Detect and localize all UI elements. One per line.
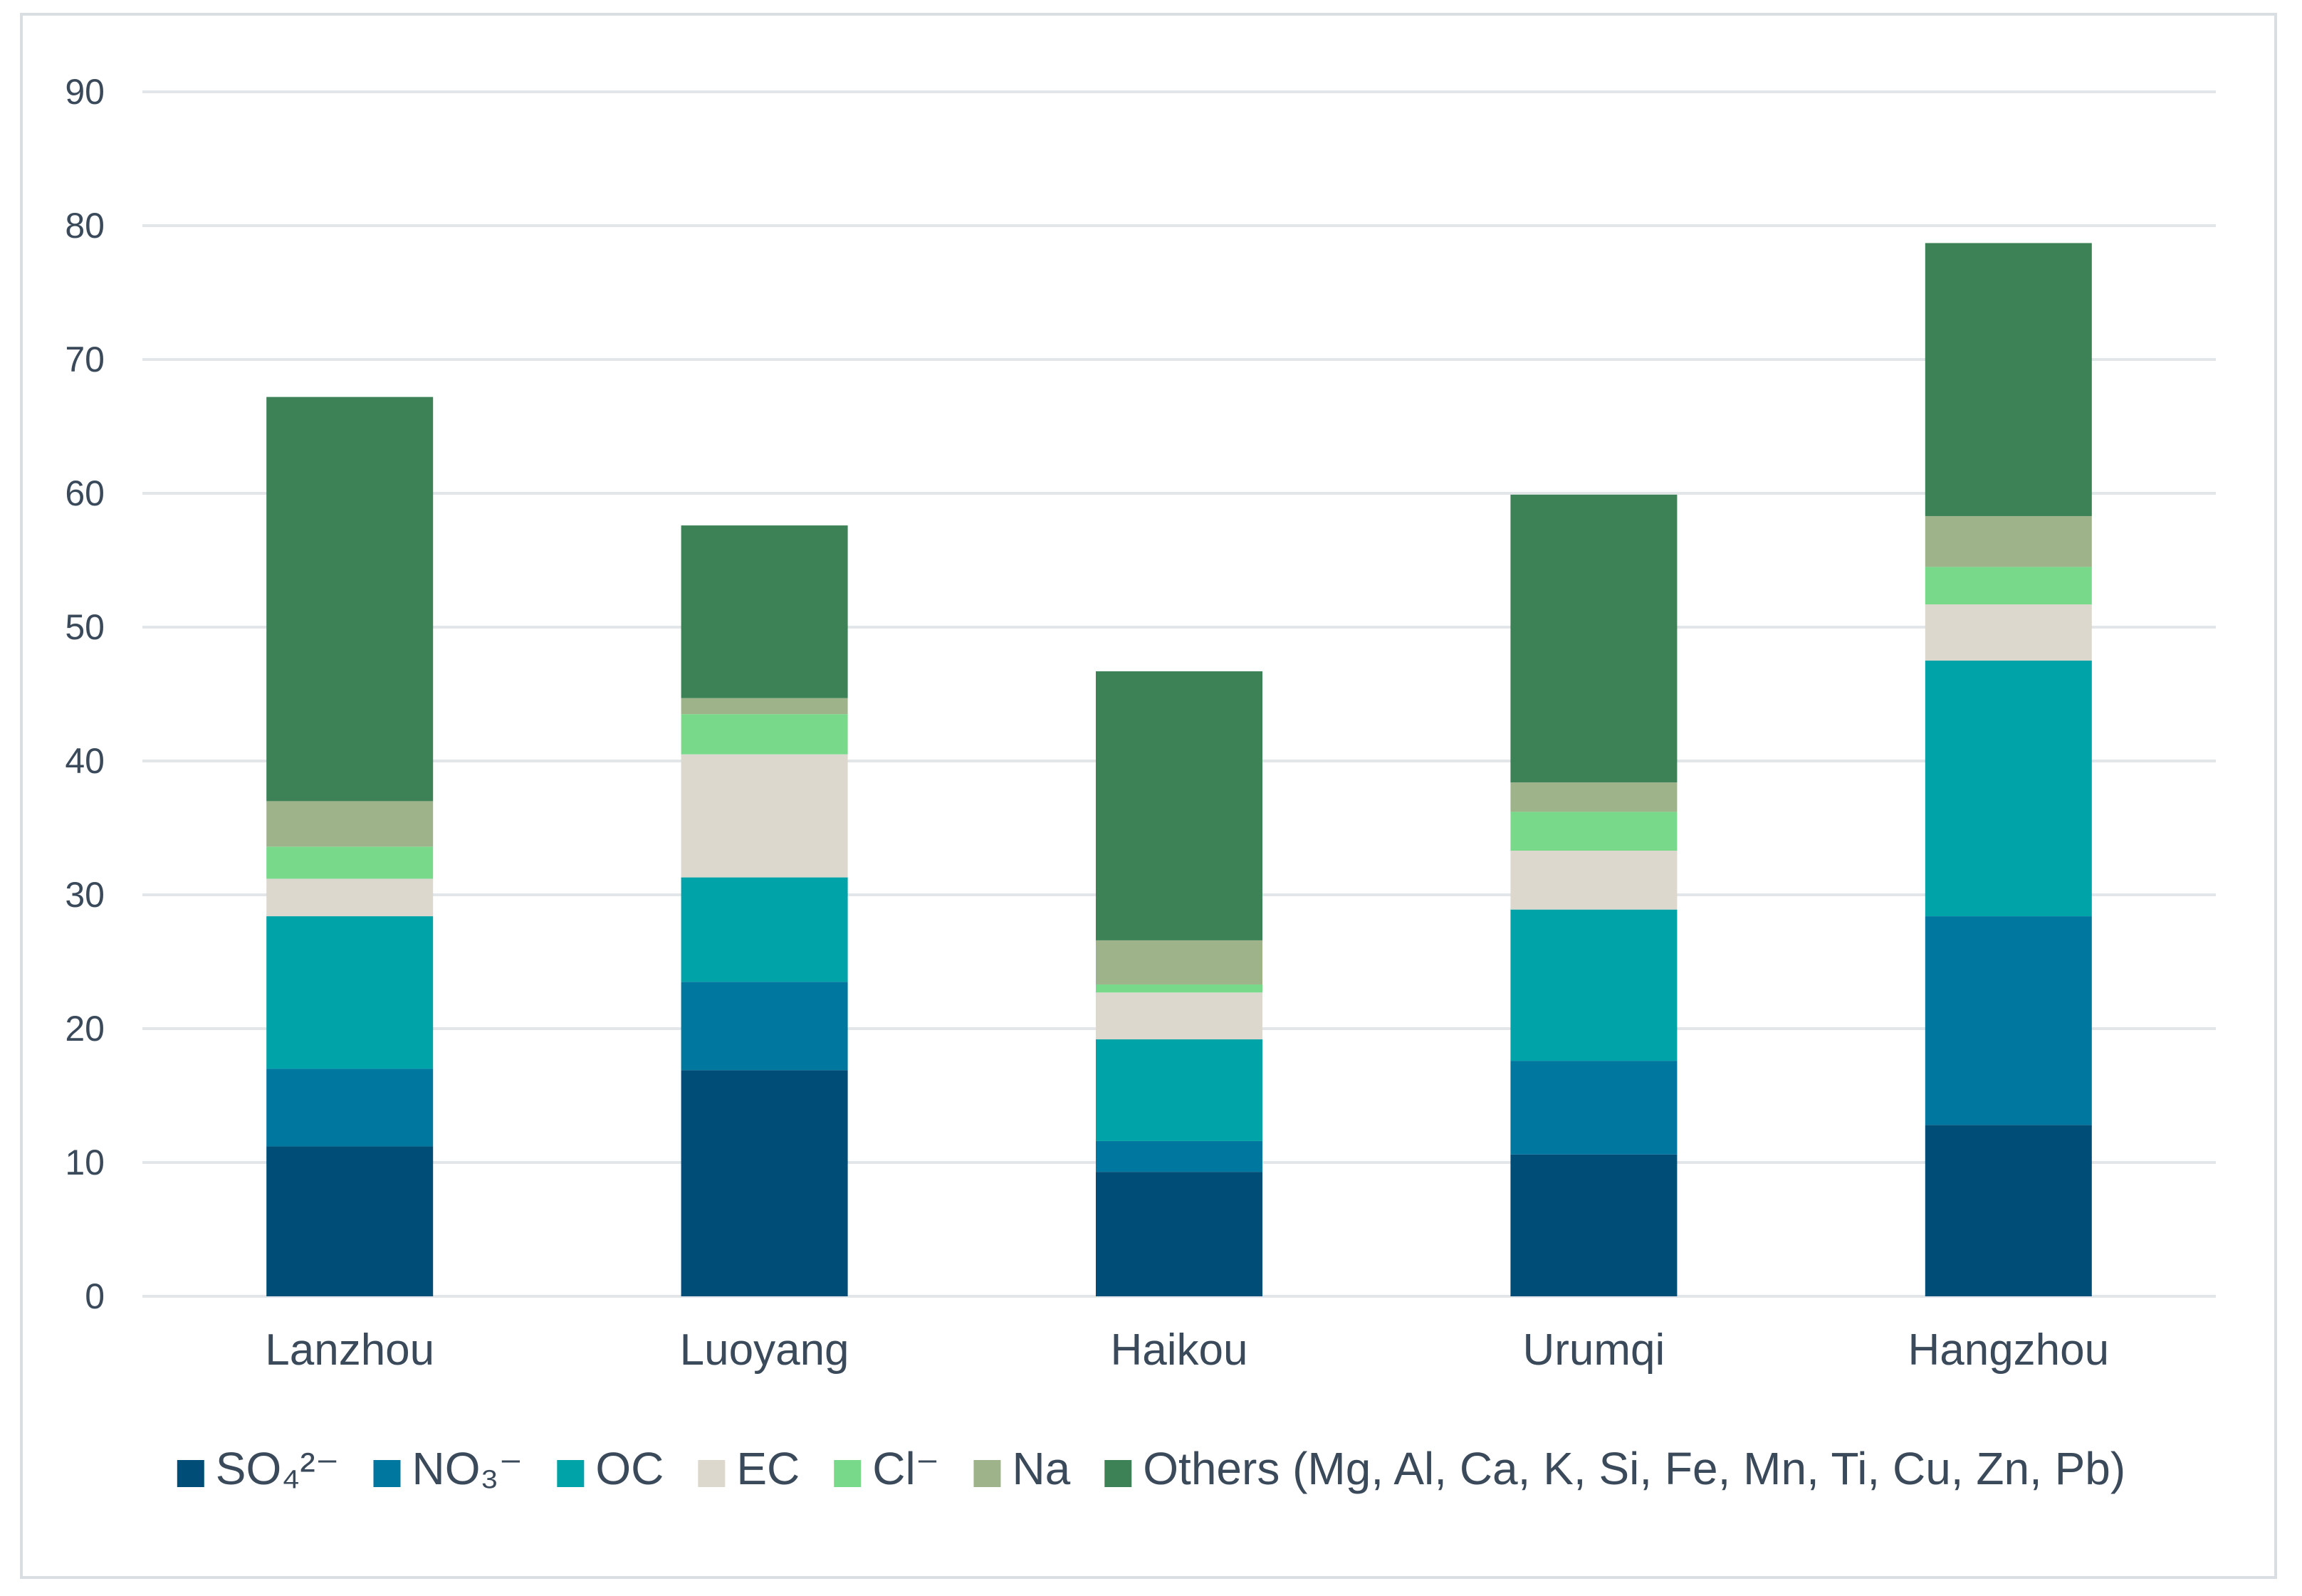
bar-urumqi-series-4: [1510, 812, 1678, 851]
x-category-label: Hangzhou: [1908, 1325, 2109, 1375]
bar-hangzhou-series-1: [1925, 916, 2092, 1125]
bar-lanzhou-series-0: [266, 1146, 434, 1296]
y-tick-label: 50: [65, 607, 105, 647]
bar-luoyang-series-6: [681, 525, 848, 698]
bar-hangzhou-series-0: [1925, 1125, 2092, 1296]
legend-swatch: [834, 1460, 862, 1487]
legend-swatch: [177, 1460, 204, 1487]
bar-hangzhou-series-2: [1925, 661, 2092, 917]
bar-luoyang-series-4: [681, 714, 848, 755]
y-tick-label: 20: [65, 1009, 105, 1049]
bars: [266, 243, 2092, 1296]
bar-urumqi-series-3: [1510, 850, 1678, 910]
y-axis-ticks: 0 10 20 30 40 50 60 70 80 90: [65, 72, 105, 1316]
bar-luoyang-series-3: [681, 754, 848, 878]
bar-lanzhou-series-5: [266, 801, 434, 847]
x-category-label: Luoyang: [680, 1325, 849, 1375]
bar-urumqi-series-5: [1510, 782, 1678, 812]
bar-hangzhou-series-6: [1925, 243, 2092, 516]
chart-frame: 0 10 20 30 40 50 60 70 80 90 Lanzhou Luoyang Haikou…: [20, 13, 2277, 1579]
y-tick-label: 80: [65, 206, 105, 246]
y-tick-label: 70: [65, 340, 105, 379]
y-tick-label: 30: [65, 875, 105, 915]
bar-haikou-series-3: [1096, 992, 1262, 1040]
bar-lanzhou-series-3: [266, 878, 434, 917]
bar-haikou-series-6: [1096, 671, 1262, 940]
bar-lanzhou-series-1: [266, 1069, 434, 1147]
bar-haikou-series-2: [1096, 1039, 1262, 1141]
legend-swatch: [373, 1460, 401, 1487]
bar-urumqi-series-6: [1510, 494, 1678, 783]
legend-item: OC: [557, 1443, 664, 1494]
bar-hangzhou-series-5: [1925, 515, 2092, 567]
bar-hangzhou-series-4: [1925, 567, 2092, 605]
legend-label: NO₃⁻: [412, 1443, 523, 1494]
legend-item: Cl⁻: [834, 1443, 939, 1494]
x-category-label: Urumqi: [1522, 1325, 1665, 1375]
bar-haikou-series-0: [1096, 1172, 1262, 1296]
bar-urumqi-series-0: [1510, 1154, 1678, 1296]
x-category-label: Haikou: [1111, 1325, 1248, 1375]
y-tick-label: 40: [65, 741, 105, 781]
bar-haikou-series-1: [1096, 1140, 1262, 1172]
bar-luoyang-series-1: [681, 982, 848, 1071]
bar-luoyang-series-5: [681, 698, 848, 715]
legend-item: EC: [698, 1443, 800, 1494]
legend-item: SO₄²⁻: [177, 1443, 340, 1494]
bar-urumqi-series-1: [1510, 1061, 1678, 1155]
bar-luoyang-series-0: [681, 1070, 848, 1296]
stacked-bar-chart: 0 10 20 30 40 50 60 70 80 90 Lanzhou Luoyang Haikou…: [65, 72, 2216, 1494]
bar-lanzhou-series-2: [266, 916, 434, 1069]
legend-label: Na: [1012, 1443, 1070, 1494]
bar-lanzhou-series-6: [266, 397, 434, 802]
legend-swatch: [557, 1460, 585, 1487]
legend-swatch: [1104, 1460, 1132, 1487]
x-category-label: Lanzhou: [265, 1325, 434, 1375]
legend-swatch: [698, 1460, 726, 1487]
y-tick-label: 90: [65, 72, 105, 112]
y-tick-label: 60: [65, 473, 105, 513]
bar-urumqi-series-2: [1510, 909, 1678, 1061]
legend-label: OC: [595, 1443, 664, 1494]
bar-lanzhou-series-4: [266, 846, 434, 879]
y-tick-label: 0: [85, 1276, 105, 1316]
legend-label: EC: [736, 1443, 800, 1494]
y-tick-label: 10: [65, 1143, 105, 1182]
bar-haikou-series-4: [1096, 984, 1262, 993]
legend-item: Na: [973, 1443, 1071, 1494]
legend-swatch: [973, 1460, 1001, 1487]
legend-item: NO₃⁻: [373, 1443, 523, 1494]
legend-label: Others (Mg, Al, Ca, K, Si, Fe, Mn, Ti, C…: [1143, 1443, 2125, 1494]
legend-label: Cl⁻: [872, 1443, 939, 1494]
bar-haikou-series-5: [1096, 940, 1262, 985]
legend-item: Others (Mg, Al, Ca, K, Si, Fe, Mn, Ti, C…: [1104, 1443, 2125, 1494]
x-axis-labels: Lanzhou Luoyang Haikou Urumqi Hangzhou: [265, 1325, 2109, 1375]
bar-hangzhou-series-3: [1925, 604, 2092, 661]
legend: SO₄²⁻ NO₃⁻ OC EC Cl⁻ Na Others (Mg, Al, Ca, K,…: [177, 1443, 2125, 1494]
bar-luoyang-series-2: [681, 877, 848, 982]
legend-label: SO₄²⁻: [216, 1443, 340, 1494]
